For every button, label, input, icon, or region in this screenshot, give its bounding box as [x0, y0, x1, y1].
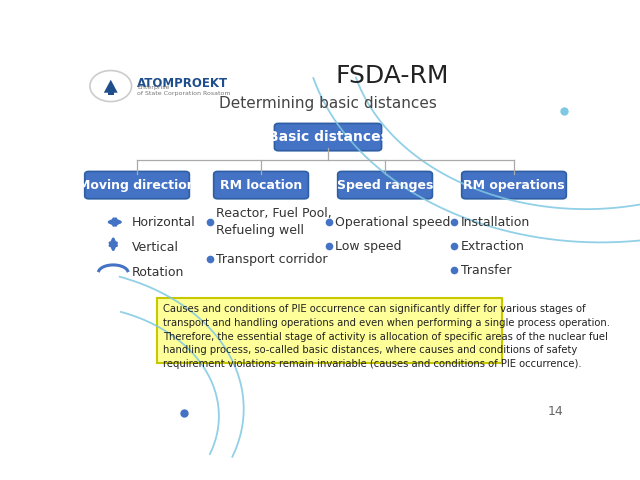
- FancyBboxPatch shape: [214, 171, 308, 199]
- FancyBboxPatch shape: [84, 171, 189, 199]
- Text: Rotation: Rotation: [132, 266, 184, 279]
- Text: Enterprise
of State Corporation Rosatom: Enterprise of State Corporation Rosatom: [137, 84, 230, 96]
- Text: Horizontal: Horizontal: [132, 216, 196, 228]
- Text: Reactor, Fuel Pool,
Refueling well: Reactor, Fuel Pool, Refueling well: [216, 207, 332, 237]
- FancyBboxPatch shape: [275, 123, 381, 151]
- Text: Vertical: Vertical: [132, 240, 179, 254]
- Text: Causes and conditions of PIE occurrence can significantly differ for various sta: Causes and conditions of PIE occurrence …: [163, 304, 610, 369]
- Text: Speed ranges: Speed ranges: [337, 179, 433, 192]
- Text: Determining basic distances: Determining basic distances: [219, 96, 437, 111]
- FancyBboxPatch shape: [338, 171, 433, 199]
- FancyBboxPatch shape: [157, 298, 502, 362]
- Text: 14: 14: [548, 405, 564, 418]
- Text: Installation: Installation: [461, 216, 530, 228]
- Text: Operational speed: Operational speed: [335, 216, 451, 228]
- Text: FSDA-RM: FSDA-RM: [336, 64, 449, 88]
- Text: Transfer: Transfer: [461, 264, 511, 276]
- Text: ATOMPROEKT: ATOMPROEKT: [137, 77, 228, 90]
- FancyBboxPatch shape: [108, 92, 114, 95]
- Text: Moving direction: Moving direction: [78, 179, 196, 192]
- Polygon shape: [104, 80, 118, 93]
- Text: Extraction: Extraction: [461, 240, 525, 252]
- Text: RM operations: RM operations: [463, 179, 565, 192]
- Text: Transport corridor: Transport corridor: [216, 252, 328, 265]
- Text: RM location: RM location: [220, 179, 302, 192]
- Text: Basic distances: Basic distances: [268, 130, 388, 144]
- Text: Low speed: Low speed: [335, 240, 402, 252]
- FancyBboxPatch shape: [461, 171, 566, 199]
